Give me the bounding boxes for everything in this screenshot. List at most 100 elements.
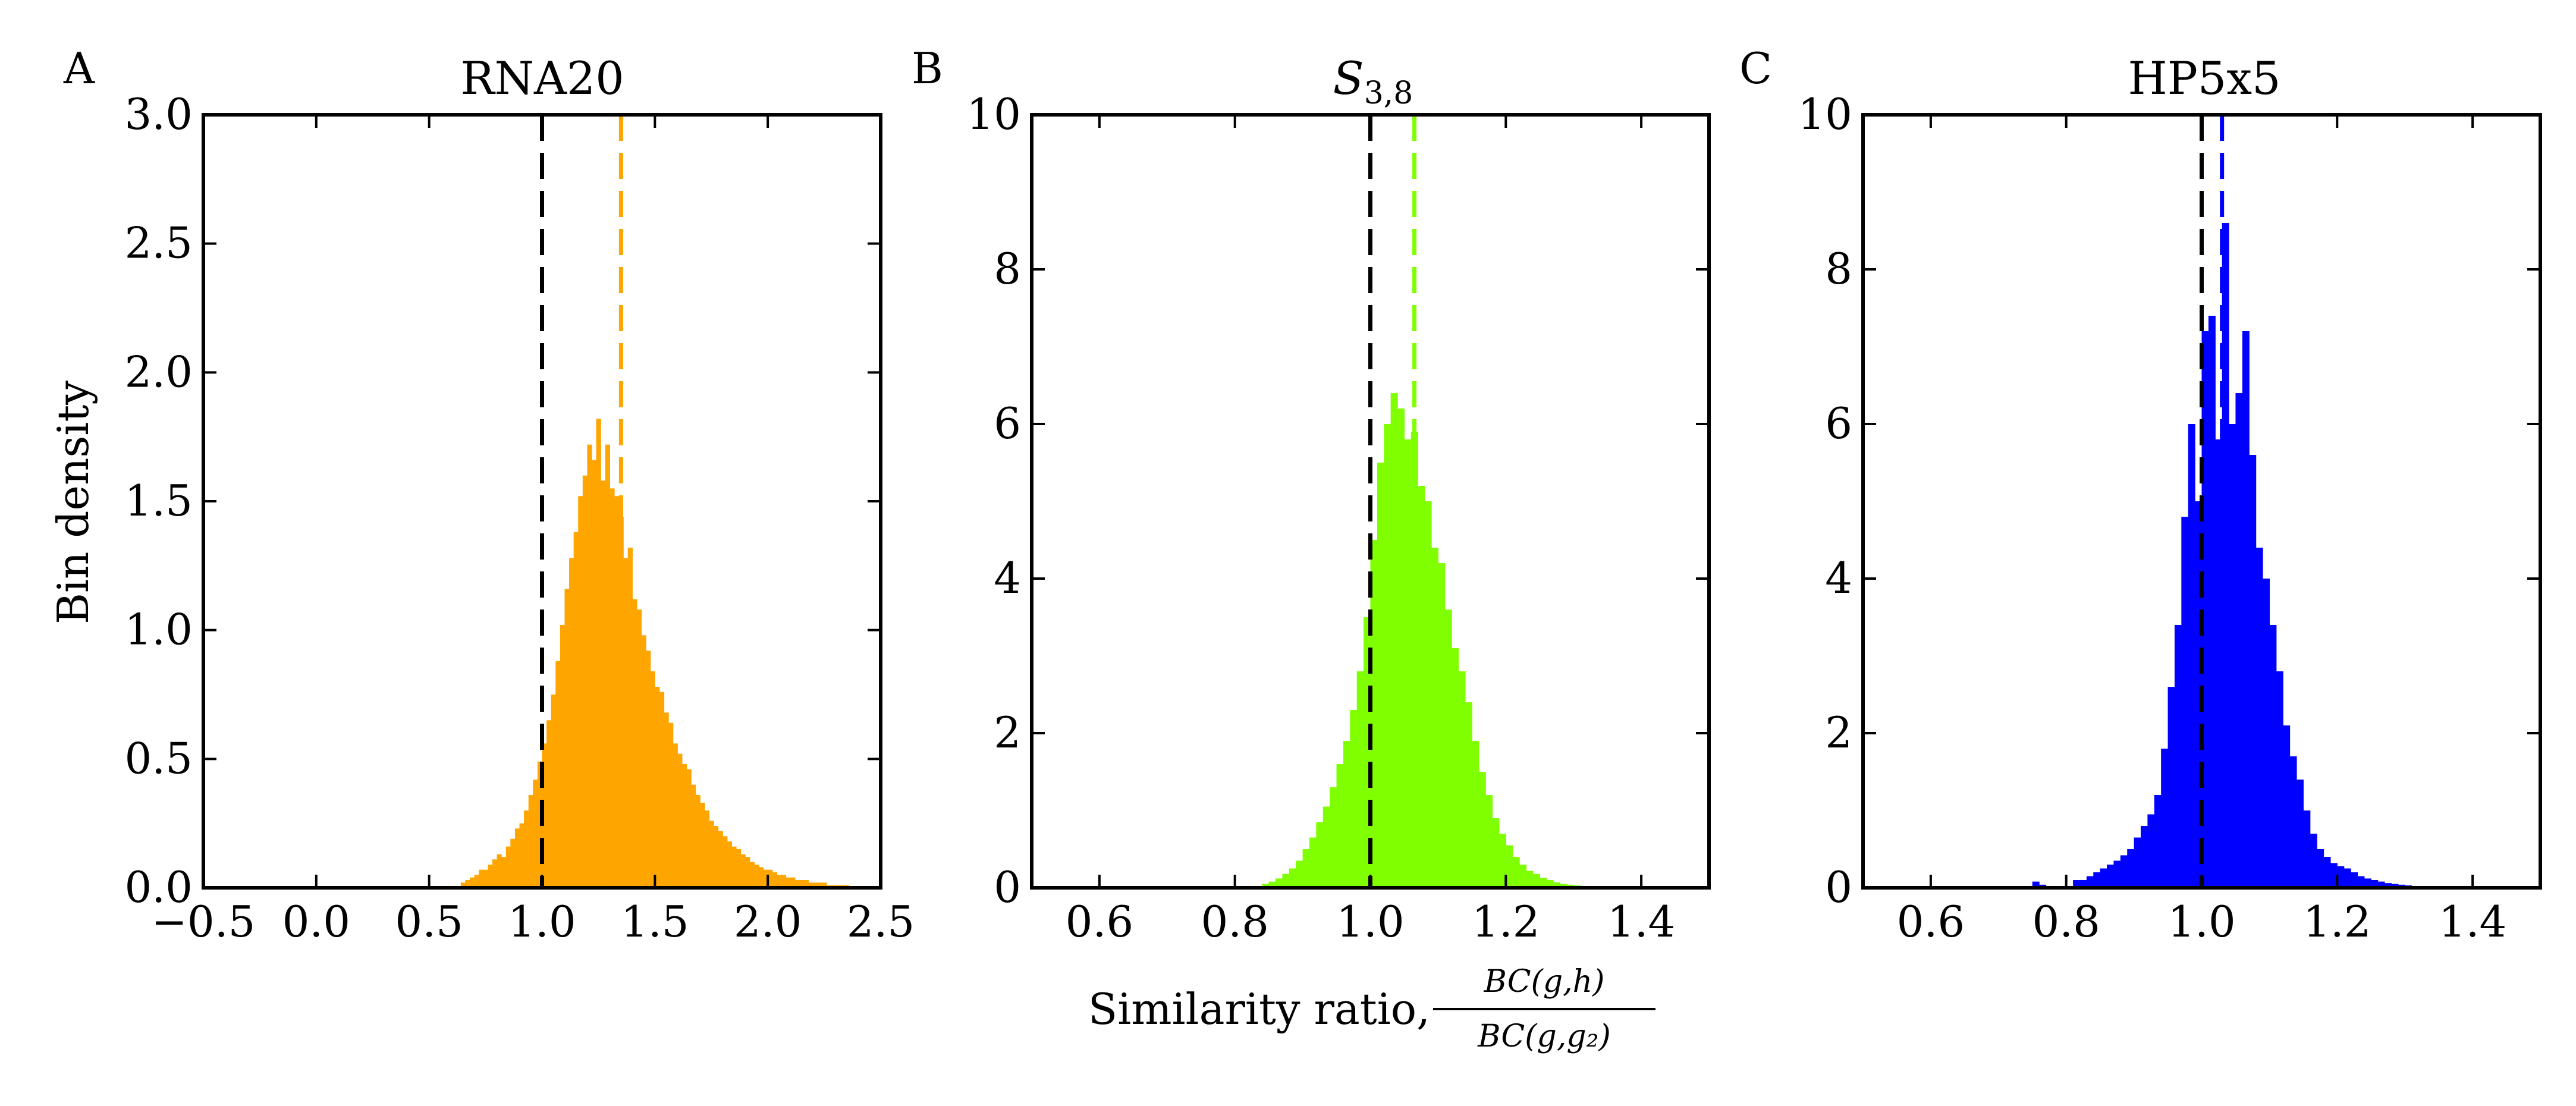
histogram-bar-c-17 (2174, 625, 2182, 888)
histogram-bar-b-43 (1553, 882, 1561, 888)
histogram-bar-a-56 (714, 826, 719, 888)
histogram-bar-b-28 (1452, 648, 1459, 888)
histogram-bar-b-31 (1472, 741, 1479, 888)
x-tick-label-c-1: 0.8 (2032, 897, 2100, 947)
histogram-bar-b-37 (1512, 857, 1520, 888)
histogram-bar-a-21 (555, 661, 561, 888)
histogram-bar-c-38 (2317, 849, 2324, 888)
histogram-bar-a-19 (546, 720, 552, 888)
y-tick-label-b-5: 10 (966, 89, 1021, 139)
histogram-bar-b-38 (1519, 865, 1527, 888)
histogram-bar-a-15 (528, 795, 533, 888)
histogram-bar-b-42 (1546, 880, 1554, 888)
y-tick-label-b-2: 4 (994, 553, 1021, 603)
histogram-bar-c-13 (2147, 814, 2155, 888)
histogram-bar-a-40 (641, 635, 646, 888)
histogram-bar-a-8 (497, 854, 502, 888)
y-tick-label-a-4: 2.0 (124, 347, 193, 397)
panel-c-hp5x5: C HP5x5 0.6 0.8 1.0 1.2 1.4 0 2 4 6 8 10 (1739, 43, 2542, 947)
histogram-bar-a-62 (740, 854, 746, 888)
histogram-bar-c-9 (2120, 855, 2128, 888)
histogram-bar-a-3 (474, 875, 479, 888)
histogram-bar-a-6 (488, 865, 493, 888)
histogram-bar-c-37 (2310, 834, 2317, 888)
histogram-bar-a-2 (470, 877, 475, 888)
histogram-bar-c-34 (2289, 756, 2297, 888)
histogram-bar-c-24 (2222, 223, 2229, 888)
histogram-bar-c-4 (2086, 876, 2094, 888)
histogram-bar-a-66 (758, 867, 764, 888)
histogram-bar-b-6 (1302, 849, 1310, 888)
histogram-bar-a-33 (610, 488, 615, 888)
histogram-bar-a-57 (718, 831, 723, 888)
histogram-bar-a-16 (533, 780, 538, 888)
reference-lines-c (2200, 115, 2225, 888)
histogram-bar-a-52 (695, 795, 700, 888)
histogram-bar-a-18 (542, 743, 547, 888)
histogram-bar-a-32 (605, 444, 610, 888)
x-tick-label-b-0: 0.6 (1066, 897, 1134, 947)
histogram-bar-b-12 (1343, 741, 1350, 888)
histogram-bar-a-22 (560, 625, 566, 888)
panel-title-b-subscript: 3,8 (1364, 76, 1413, 111)
histogram-bar-a-49 (681, 764, 687, 888)
histogram-bar-b-14 (1356, 671, 1364, 888)
histogram-bar-a-53 (700, 803, 705, 888)
histogram-bar-a-54 (704, 810, 710, 888)
histogram-bar-c-27 (2242, 331, 2250, 888)
histogram-bar-c-7 (2107, 865, 2115, 888)
histogram-bar-b-20 (1397, 409, 1405, 888)
histogram-bar-b-19 (1390, 393, 1398, 888)
histogram-bar-b-34 (1492, 818, 1500, 888)
histogram-bar-c-35 (2296, 780, 2304, 888)
histogram-bar-a-0 (460, 882, 466, 888)
histogram-bar-c-18 (2181, 517, 2189, 888)
histogram-bar-a-41 (646, 651, 651, 888)
histogram-bar-a-51 (691, 784, 696, 888)
x-tick-label-b-3: 1.2 (1472, 897, 1540, 947)
histogram-bars-c (2032, 223, 2439, 888)
y-tick-label-a-5: 2.5 (124, 218, 193, 268)
histogram-bar-b-15 (1364, 617, 1371, 888)
histogram-bar-a-31 (601, 480, 606, 888)
histogram-bar-c-15 (2161, 749, 2169, 888)
y-tick-label-a-2: 1.0 (124, 605, 193, 655)
histogram-bar-a-29 (592, 460, 597, 888)
x-tick-label-a-6: 2.5 (847, 897, 915, 947)
x-tick-label-c-4: 1.4 (2439, 897, 2507, 947)
histogram-bar-c-49 (2391, 884, 2399, 888)
histogram-bar-a-79 (817, 882, 822, 888)
histogram-bars-b (1262, 393, 1622, 888)
histogram-bar-b-41 (1540, 878, 1547, 888)
histogram-bar-a-48 (677, 753, 683, 888)
x-tick-label-c-2: 1.0 (2167, 897, 2236, 947)
histogram-bar-c-16 (2167, 687, 2175, 888)
panel-a-rna20: A RNA20 −0.5 0.0 0.5 1.0 1.5 2.0 2.50.00.51.01… (63, 43, 915, 947)
histogram-bar-c-48 (2385, 883, 2392, 888)
histogram-bar-a-27 (582, 475, 588, 888)
histogram-bar-a-58 (722, 836, 728, 888)
x-tick-label-a-2: 0.5 (395, 897, 463, 947)
histogram-bar-a-67 (763, 869, 768, 888)
histogram-bar-a-13 (519, 823, 524, 888)
histogram-bar-b-30 (1465, 702, 1472, 888)
histogram-bar-b-0 (1262, 884, 1270, 888)
x-tick-label-b-2: 1.0 (1336, 897, 1405, 947)
histogram-bar-a-42 (650, 671, 655, 888)
histogram-bar-c-29 (2255, 548, 2263, 888)
histogram-bar-a-50 (686, 769, 692, 888)
histogram-bars-a (460, 419, 855, 888)
y-tick-label-c-1: 2 (1825, 708, 1852, 758)
histogram-bar-c-6 (2100, 868, 2107, 888)
histogram-bar-b-35 (1499, 834, 1506, 888)
y-tick-label-a-6: 3.0 (124, 89, 193, 139)
y-tick-label-c-0: 0 (1825, 862, 1852, 912)
histogram-bar-b-29 (1458, 671, 1466, 888)
histogram-bar-a-28 (587, 444, 592, 888)
y-tick-label-a-3: 1.5 (124, 476, 193, 526)
histogram-bar-a-59 (727, 841, 733, 888)
histogram-bar-b-9 (1322, 806, 1330, 888)
histogram-bar-a-5 (483, 869, 488, 888)
y-tick-label-c-2: 4 (1825, 553, 1852, 603)
